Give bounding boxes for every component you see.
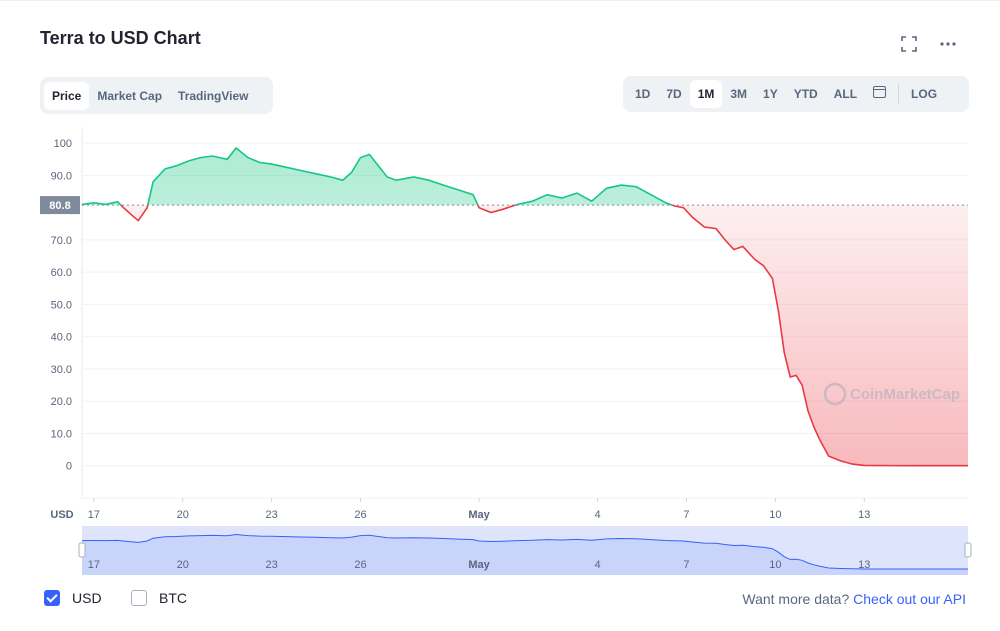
- x-tick-label: 26: [354, 509, 366, 521]
- y-tick-label: 30.0: [51, 364, 72, 376]
- navigator-left-handle[interactable]: [78, 542, 86, 558]
- x-tick-label: 13: [858, 509, 870, 521]
- legend-btc-label: BTC: [159, 590, 187, 606]
- usd-checkbox[interactable]: [44, 590, 60, 606]
- x-tick-label: 10: [769, 509, 781, 521]
- log-toggle[interactable]: LOG: [911, 87, 938, 101]
- navigator-tick-label: 23: [266, 559, 278, 571]
- fullscreen-icon[interactable]: [899, 36, 919, 56]
- navigator-tick-label: 13: [858, 559, 870, 571]
- navigator-tick-label: 20: [177, 559, 189, 571]
- range-1m[interactable]: 1M: [689, 80, 723, 108]
- range-1y[interactable]: 1Y: [763, 87, 778, 101]
- x-tick-label: 7: [683, 509, 689, 521]
- navigator: 17 20 23 26 May 4 7 10 13: [78, 526, 972, 575]
- x-tick-label: 17: [88, 509, 100, 521]
- navigator-tick-label: May: [468, 559, 490, 571]
- x-tick-label: 20: [177, 509, 189, 521]
- api-link[interactable]: Check out our API: [853, 591, 966, 607]
- navigator-area: [82, 534, 968, 575]
- chart-title: Terra to USD Chart: [40, 28, 201, 48]
- more-horizontal-icon[interactable]: [938, 36, 958, 56]
- btc-checkbox[interactable]: [131, 590, 147, 606]
- navigator-tick-label: 4: [595, 559, 601, 571]
- api-prompt-text: Want more data?: [742, 591, 850, 607]
- watermark: CoinMarketCap: [850, 386, 960, 403]
- api-prompt: Want more data? Check out our API: [742, 591, 966, 607]
- navigator-tick-label: 10: [769, 559, 781, 571]
- price-line-down: [82, 205, 968, 467]
- range-3m[interactable]: 3M: [730, 87, 748, 101]
- y-tick-label: 20.0: [51, 396, 72, 408]
- current-price-label: 80.8: [49, 200, 70, 212]
- legend-usd[interactable]: USD: [44, 590, 102, 606]
- range-7d[interactable]: 7D: [666, 87, 682, 101]
- top-divider: [0, 0, 1000, 1]
- navigator-line: [81, 533, 968, 570]
- range-tabs: 1D 7D 1M 3M 1Y YTD ALL LOG: [623, 76, 969, 112]
- plot-area: [81, 146, 968, 467]
- legend-btc[interactable]: BTC: [131, 590, 187, 606]
- y-tick-label: 50.0: [51, 299, 72, 311]
- y-tick-label: 90.0: [51, 170, 72, 182]
- x-tick-label: May: [468, 509, 490, 521]
- current-price-tag: [40, 196, 80, 215]
- y-tick-label: 60.0: [51, 267, 72, 279]
- tab-tradingview[interactable]: TradingView: [178, 88, 249, 103]
- x-tick-label: 23: [266, 509, 278, 521]
- tab-market-cap[interactable]: Market Cap: [97, 88, 163, 103]
- navigator-right-handle[interactable]: [964, 542, 972, 558]
- calendar-icon: [873, 86, 887, 98]
- range-separator: [898, 84, 900, 104]
- calendar-button[interactable]: [865, 80, 894, 108]
- y-tick-label: 100: [54, 138, 72, 150]
- axes: 100 90.0 80.8 70.0 60.0 50.0 40.0 30.0 20.0 10.0 0…: [40, 138, 870, 521]
- currency-label: USD: [50, 509, 73, 521]
- range-1d[interactable]: 1D: [635, 87, 651, 101]
- y-tick-label: 10.0: [51, 428, 72, 440]
- navigator-tick-label: 17: [88, 559, 100, 571]
- y-tick-label: 0: [66, 461, 72, 473]
- navigator-tick-label: 7: [683, 559, 689, 571]
- price-area-up: [82, 148, 968, 206]
- range-ytd[interactable]: YTD: [793, 87, 818, 101]
- price-line-up: [81, 146, 675, 206]
- y-tick-label: 40.0: [51, 332, 72, 344]
- watermark-logo-icon: [823, 382, 847, 406]
- tab-price[interactable]: Price: [44, 81, 90, 110]
- navigator-tick-label: 26: [354, 559, 366, 571]
- y-tick-label: 70.0: [51, 235, 72, 247]
- x-tick-label: 4: [595, 509, 601, 521]
- price-area-down: [120, 205, 968, 466]
- range-all[interactable]: ALL: [833, 87, 858, 101]
- legend-usd-label: USD: [72, 590, 102, 606]
- view-tabs: Price Market Cap TradingView: [40, 77, 273, 114]
